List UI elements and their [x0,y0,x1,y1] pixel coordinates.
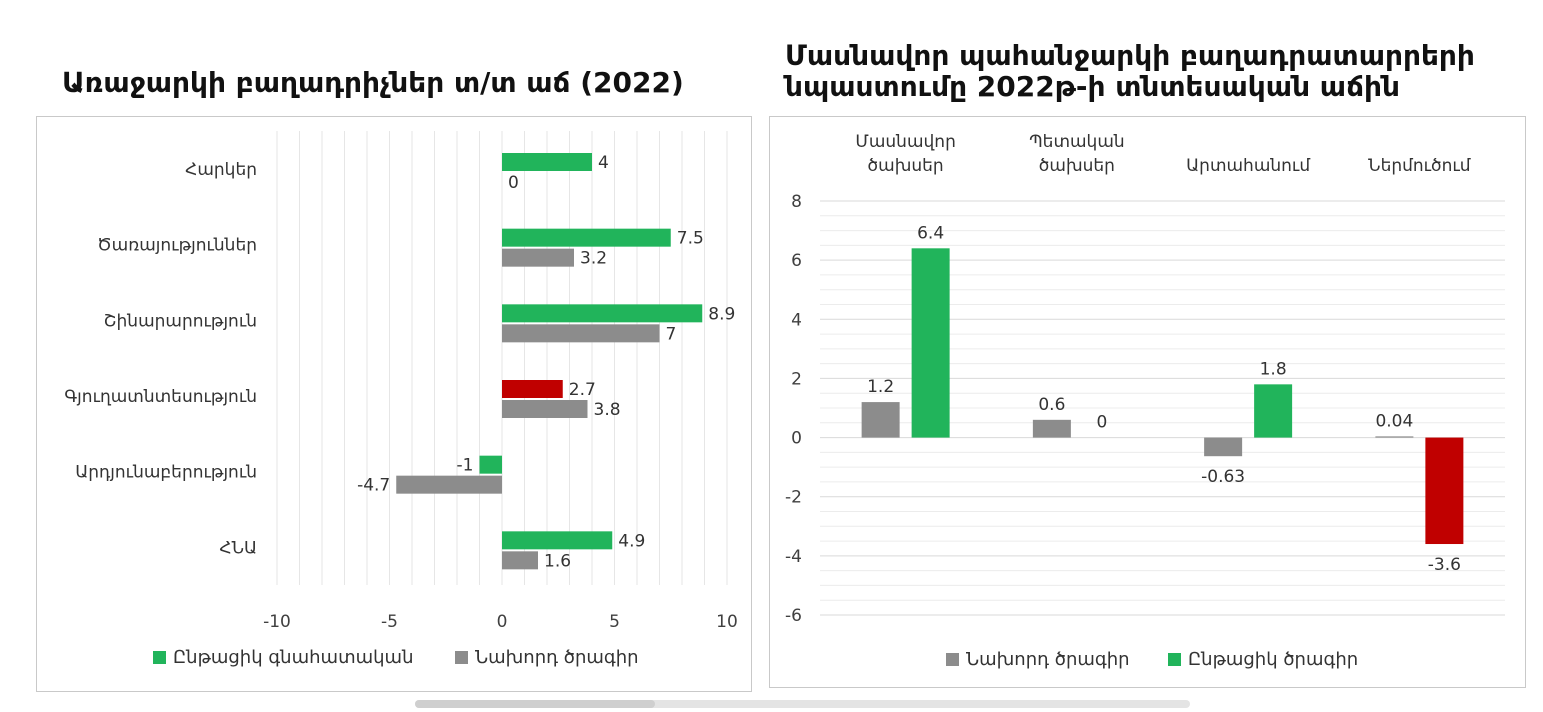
category-label: Գյուղատնտեսություն [64,387,257,407]
legend-swatch [946,653,959,666]
bar [502,551,538,570]
data-label: 4.9 [618,531,645,551]
category-label: Պետական ծախսեր [1029,132,1125,176]
y-tick-label: -2 [785,488,802,508]
category-label: Մասնավոր ծախսեր [855,132,955,176]
data-label: 0.04 [1375,411,1413,431]
y-tick-label: 0 [791,429,802,449]
bar [1204,437,1243,457]
right-chart-panel: -6 -4 -2 0 2 4 6 8 Մասնավոր ծախսեր 1.2 6.4 Պետական ծա… [769,116,1526,688]
data-label: 3.8 [594,400,621,420]
x-tick-label: 5 [609,612,620,632]
category-label: Հարկեր [185,160,257,180]
data-label: -3.6 [1428,555,1461,575]
right-chart-title: Մասնավոր պահանջարկի բաղադրատարրերի նպաստ… [785,39,1475,103]
bar [861,402,900,438]
y-tick-label: 2 [791,369,802,389]
data-label: 4 [598,153,609,173]
legend-swatch [1168,653,1181,666]
data-label: 1.2 [867,377,894,397]
category-label: Ներմուծում [1368,156,1471,176]
legend-swatch [455,651,468,664]
bar [1032,419,1071,438]
data-label: -4.7 [357,476,390,496]
bar [1375,436,1414,438]
data-label: 1.6 [544,551,571,571]
horizontal-scrollbar[interactable] [415,700,1190,708]
data-label: -1 [457,456,474,476]
category-label: Արտահանում [1186,156,1310,176]
y-tick-label: 6 [791,251,802,271]
bar [396,475,502,494]
bar [1425,437,1464,545]
legend-label: Ընթացիկ գնահատական [173,647,413,668]
x-tick-label: -10 [263,612,291,632]
data-label: 0 [508,173,519,193]
y-tick-label: -6 [785,606,802,626]
x-tick-label: 10 [716,612,738,632]
legend-label: Նախորդ ծրագիր [966,649,1130,670]
data-label: 7 [666,324,677,344]
left-chart-svg: -10 -5 0 5 10 Հարկեր 4 0 Ծառայություններ 7.5 3.2 Շի… [64,131,738,668]
category-label: Շինարարություն [104,311,257,331]
bar [502,324,660,343]
bar [502,400,588,418]
legend-label: Նախորդ ծրագիր [475,647,639,668]
y-tick-label: -4 [785,547,802,567]
data-label: 0 [1096,413,1107,433]
data-label: 7.5 [677,229,704,249]
left-chart-panel: -10 -5 0 5 10 Հարկեր 4 0 Ծառայություններ 7.5 3.2 Շի… [36,116,752,692]
bar [502,380,563,398]
bar [502,153,592,171]
bar [502,248,574,267]
data-label: 2.7 [569,380,596,400]
data-label: 1.8 [1260,359,1287,379]
data-label: 3.2 [580,249,607,269]
bar [911,248,950,438]
data-label: -0.63 [1201,467,1245,487]
data-label: 8.9 [708,304,735,324]
scrollbar-thumb[interactable] [415,700,655,708]
bar [502,304,703,323]
bar [502,531,613,550]
category-label: Արդյունաբերություն [75,463,257,483]
data-label: 0.6 [1038,395,1065,415]
bar [502,228,671,247]
data-label: 6.4 [917,223,944,243]
category-label: ՀՆԱ [219,538,257,558]
legend-label: Ընթացիկ ծրագիր [1188,649,1358,670]
left-chart-title: Առաջարկի բաղադրիչներ տ/տ աճ (2022) [62,66,684,99]
y-tick-label: 4 [791,310,802,330]
bar [479,455,502,474]
x-tick-label: -5 [381,612,398,632]
category-label: Ծառայություններ [97,236,257,256]
bar [1254,384,1293,438]
right-chart-svg: -6 -4 -2 0 2 4 6 8 Մասնավոր ծախսեր 1.2 6.4 Պետական ծա… [785,132,1505,670]
x-tick-label: 0 [497,612,508,632]
legend-swatch [153,651,166,664]
y-tick-label: 8 [791,192,802,212]
